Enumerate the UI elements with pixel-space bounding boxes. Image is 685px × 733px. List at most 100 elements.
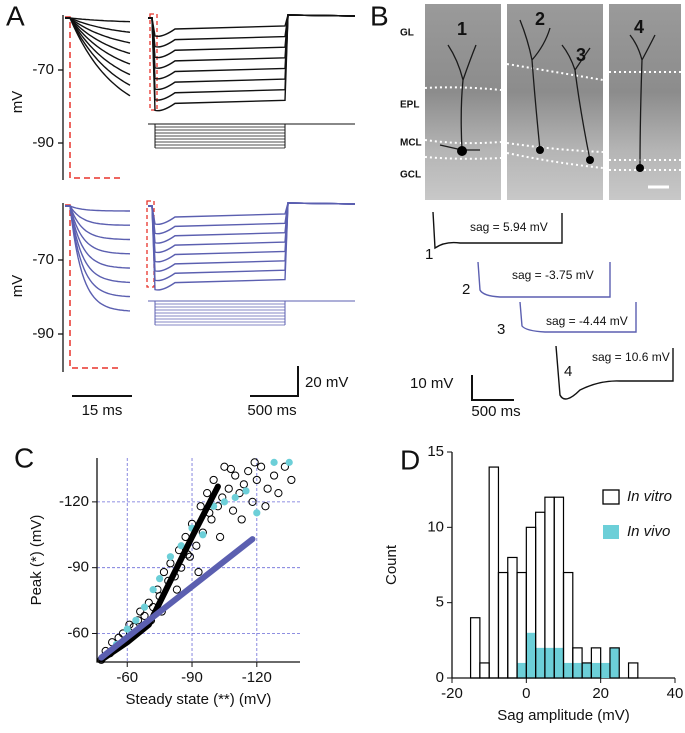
- scale-label: 15 ms: [82, 402, 123, 419]
- point: [194, 567, 203, 577]
- cell-label: 1: [457, 19, 467, 39]
- trace: [148, 14, 356, 59]
- command: [154, 301, 286, 325]
- x-tick-label: -90: [181, 669, 203, 686]
- point: [140, 603, 149, 611]
- axes: [96, 458, 300, 663]
- bar: [488, 466, 500, 679]
- layer-label: GL: [400, 28, 414, 39]
- point: [220, 498, 229, 506]
- trace: [65, 17, 131, 44]
- bar: [507, 556, 518, 679]
- traces-a: [65, 14, 356, 326]
- legend-label: In vitro: [627, 488, 672, 505]
- trace-label: 3: [497, 321, 505, 338]
- trace: [65, 17, 131, 23]
- scale-label: 10 mV: [410, 375, 453, 392]
- trace-label: 2: [462, 281, 470, 298]
- command: [154, 124, 286, 148]
- y-tick-label: 15: [427, 443, 444, 460]
- sag-label: sag = -4.44 mV: [546, 314, 628, 328]
- point: [136, 607, 145, 616]
- bar: [554, 647, 564, 678]
- point: [209, 475, 218, 485]
- bar: [627, 662, 639, 679]
- point: [192, 541, 201, 550]
- layer-label: MCL: [400, 138, 422, 149]
- trace: [148, 14, 356, 69]
- point: [261, 502, 270, 511]
- trace-label: 1: [425, 246, 433, 263]
- y-tick-label: -70: [32, 251, 54, 268]
- bar: [590, 647, 602, 679]
- trace: [65, 17, 131, 55]
- micrograph: [609, 4, 681, 200]
- x-tick-label: -60: [116, 669, 138, 686]
- bar: [526, 632, 536, 678]
- point: [257, 462, 266, 471]
- cell-label: 3: [576, 45, 586, 65]
- somata: [457, 146, 644, 172]
- point: [270, 458, 278, 466]
- y-tick-label: -120: [59, 493, 89, 510]
- bar: [516, 571, 527, 679]
- point: [263, 484, 272, 493]
- scale-bar: [250, 366, 299, 397]
- bar: [609, 647, 620, 679]
- panel-label: D: [400, 444, 420, 475]
- legend-swatch: [603, 525, 619, 539]
- trace: [555, 345, 674, 400]
- point: [239, 480, 248, 489]
- y-tick-label: 0: [436, 669, 444, 686]
- panel-label: B: [370, 0, 389, 31]
- panel-label: C: [14, 442, 34, 473]
- point: [149, 586, 157, 594]
- point: [166, 553, 175, 561]
- trace: [477, 261, 611, 298]
- y-axis-label: Peak (*) (mV): [28, 515, 45, 606]
- trace: [148, 14, 356, 48]
- trace: [148, 202, 356, 244]
- point: [228, 506, 238, 515]
- point: [280, 462, 289, 471]
- bar: [600, 662, 610, 678]
- point: [166, 559, 175, 568]
- point: [196, 502, 205, 511]
- point: [287, 475, 296, 485]
- trace: [65, 17, 131, 97]
- neurons: [439, 19, 656, 169]
- trace-label: 4: [564, 363, 572, 380]
- point: [253, 509, 261, 517]
- trace: [148, 14, 356, 80]
- bar: [572, 662, 583, 678]
- bar: [469, 617, 481, 679]
- point: [231, 471, 240, 480]
- point: [248, 497, 257, 506]
- x-tick-label: 0: [522, 685, 530, 702]
- bar: [591, 662, 601, 678]
- fit-line: [98, 536, 256, 661]
- y-axis-label: mV: [9, 91, 26, 114]
- y-tick-label: 5: [436, 594, 444, 611]
- scale-label: 20 mV: [305, 374, 348, 391]
- layer-label: GCL: [400, 170, 421, 181]
- sag-label: sag = 5.94 mV: [470, 220, 548, 234]
- point: [244, 467, 253, 476]
- point: [132, 616, 140, 624]
- trace: [148, 14, 356, 112]
- trace: [432, 211, 563, 250]
- x-axis-label: Steady state (**) (mV): [126, 691, 272, 708]
- y-axis-label: mV: [9, 275, 26, 298]
- point: [242, 487, 250, 495]
- point: [159, 567, 169, 577]
- legend-label: In vivo: [627, 523, 670, 540]
- bar: [609, 647, 620, 678]
- panel-label: A: [6, 0, 25, 31]
- fit-line: [98, 483, 221, 663]
- trace: [148, 202, 356, 272]
- trace: [65, 205, 131, 284]
- point: [252, 475, 261, 485]
- bar: [535, 647, 545, 678]
- trace: [65, 17, 131, 86]
- point: [203, 488, 212, 498]
